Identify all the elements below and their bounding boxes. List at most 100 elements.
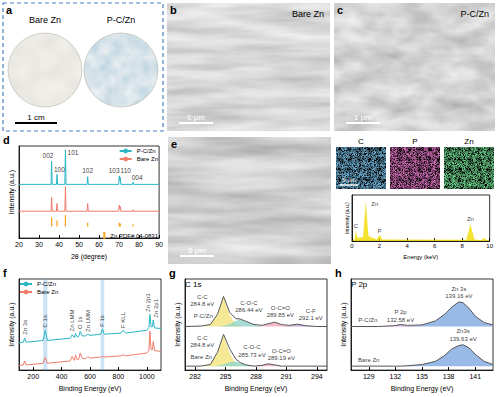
svg-text:F KLL: F KLL	[120, 311, 126, 328]
svg-text:h: h	[335, 267, 342, 279]
svg-text:C: C	[358, 137, 364, 146]
svg-text:Zn: Zn	[371, 201, 378, 207]
svg-text:e: e	[171, 138, 177, 150]
svg-text:Zn: Zn	[467, 216, 474, 222]
svg-text:f: f	[3, 267, 7, 279]
svg-text:C-O-C: C-O-C	[243, 344, 261, 350]
svg-text:C-C: C-C	[197, 294, 208, 300]
svg-text:70: 70	[115, 241, 123, 248]
svg-text:004: 004	[132, 174, 143, 181]
svg-text:1 μm: 1 μm	[354, 113, 372, 122]
svg-text:286.44 eV: 286.44 eV	[235, 307, 262, 313]
svg-text:400: 400	[56, 373, 68, 380]
svg-text:Zn LMM: Zn LMM	[69, 309, 75, 331]
svg-text:288: 288	[250, 373, 262, 380]
svg-text:b: b	[170, 4, 177, 16]
svg-text:O 1s: O 1s	[77, 316, 83, 329]
svg-text:103: 103	[109, 167, 120, 174]
svg-text:Bare Zn: Bare Zn	[37, 289, 58, 295]
svg-text:d: d	[3, 134, 10, 146]
svg-text:C 1s: C 1s	[185, 280, 201, 289]
svg-text:Zn LMM: Zn LMM	[85, 310, 91, 332]
svg-text:P-C/Zn: P-C/Zn	[107, 15, 136, 25]
svg-text:F 1s: F 1s	[99, 315, 105, 327]
svg-text:Zn 2p1: Zn 2p1	[153, 298, 159, 317]
svg-text:Intensity (a.u.): Intensity (a.u.)	[8, 170, 16, 214]
svg-text:P: P	[412, 137, 417, 146]
svg-text:284.8 eV: 284.8 eV	[190, 342, 214, 348]
svg-text:284.8 eV: 284.8 eV	[190, 301, 214, 307]
svg-text:g: g	[169, 267, 176, 279]
svg-text:C 1s: C 1s	[42, 315, 48, 327]
svg-text:294: 294	[311, 373, 323, 380]
svg-text:6: 6	[433, 243, 437, 249]
svg-text:2: 2	[378, 243, 382, 249]
svg-text:P-C/Zn: P-C/Zn	[194, 313, 213, 319]
svg-text:a: a	[6, 4, 13, 16]
svg-text:O-C=O: O-C=O	[272, 348, 292, 354]
svg-text:Zn 2p3: Zn 2p3	[145, 293, 151, 312]
svg-text:O-C=O: O-C=O	[271, 305, 291, 311]
svg-text:C-F: C-F	[306, 308, 316, 314]
svg-text:1000: 1000	[139, 373, 155, 380]
svg-text:P 2p: P 2p	[394, 309, 407, 315]
svg-text:Bare Zn: Bare Zn	[292, 9, 324, 19]
svg-text:002: 002	[43, 152, 54, 159]
svg-text:Binding Energy (eV): Binding Energy (eV)	[59, 385, 122, 393]
svg-text:132.58 eV: 132.58 eV	[387, 317, 414, 323]
svg-text:289.19 eV: 289.19 eV	[268, 355, 295, 361]
svg-text:P: P	[378, 228, 382, 234]
svg-text:90: 90	[155, 241, 163, 248]
svg-text:110: 110	[120, 167, 131, 174]
svg-text:C-C: C-C	[197, 335, 208, 341]
svg-text:139.63 eV: 139.63 eV	[449, 336, 476, 342]
svg-text:Zn3s: Zn3s	[456, 328, 469, 334]
svg-text:Intensity (a.u.): Intensity (a.u.)	[8, 302, 16, 346]
svg-text:101: 101	[68, 149, 79, 156]
svg-text:80: 80	[135, 241, 143, 248]
svg-text:60: 60	[95, 241, 103, 248]
svg-text:8: 8	[460, 243, 464, 249]
svg-text:40: 40	[55, 241, 63, 248]
svg-text:600: 600	[84, 373, 96, 380]
svg-text:30: 30	[35, 241, 43, 248]
svg-text:800: 800	[113, 373, 125, 380]
svg-text:1 cm: 1 cm	[27, 113, 45, 122]
svg-text:Zn 3s: Zn 3s	[22, 320, 28, 335]
svg-text:2θ (degree): 2θ (degree)	[71, 253, 107, 261]
svg-text:C: C	[354, 223, 359, 229]
svg-text:291: 291	[281, 373, 293, 380]
svg-text:Intensity (a.u.): Intensity (a.u.)	[340, 302, 348, 346]
svg-text:P 2p: P 2p	[351, 280, 368, 289]
svg-text:285: 285	[220, 373, 232, 380]
svg-text:Zn: Zn	[464, 137, 473, 146]
svg-text:135: 135	[416, 373, 428, 380]
svg-text:129: 129	[363, 373, 375, 380]
svg-text:c: c	[337, 4, 343, 16]
svg-text:138: 138	[443, 373, 455, 380]
svg-text:4: 4	[405, 243, 409, 249]
svg-text:282: 282	[189, 373, 201, 380]
svg-text:Zn PDF# 04-0831: Zn PDF# 04-0831	[110, 233, 158, 239]
svg-text:Bare Zn: Bare Zn	[137, 156, 158, 162]
svg-text:Intensity (a.u.): Intensity (a.u.)	[344, 202, 350, 234]
svg-text:Energy (keV): Energy (keV)	[403, 254, 438, 260]
svg-text:1 μm: 1 μm	[187, 113, 205, 122]
svg-text:100: 100	[54, 166, 65, 173]
svg-text:5 μm: 5 μm	[342, 177, 355, 183]
svg-text:P-C/Zn: P-C/Zn	[358, 317, 377, 323]
svg-text:5 μm: 5 μm	[188, 246, 206, 255]
svg-text:Bare Zn: Bare Zn	[191, 354, 212, 360]
svg-text:Binding Energy (eV): Binding Energy (eV)	[225, 385, 288, 393]
svg-text:20: 20	[15, 241, 23, 248]
svg-text:10: 10	[486, 243, 493, 249]
svg-text:292.1 eV: 292.1 eV	[299, 315, 323, 321]
svg-text:C-O-C: C-O-C	[240, 300, 258, 306]
svg-text:132: 132	[390, 373, 402, 380]
svg-text:P-C/Zn: P-C/Zn	[137, 148, 156, 154]
svg-text:141: 141	[469, 373, 481, 380]
svg-text:139.16 eV: 139.16 eV	[445, 293, 472, 299]
svg-text:P-C/Zn: P-C/Zn	[37, 281, 56, 287]
svg-text:Intensity (a.u.): Intensity (a.u.)	[174, 302, 182, 346]
svg-text:50: 50	[75, 241, 83, 248]
